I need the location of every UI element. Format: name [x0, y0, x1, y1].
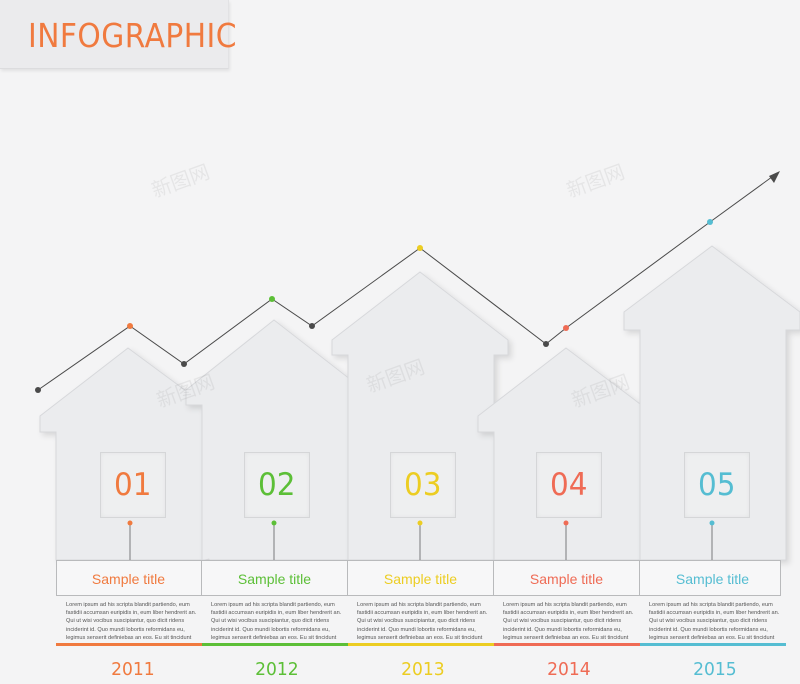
step-number: 02	[258, 467, 296, 503]
trend-arrow-shaft	[709, 173, 777, 223]
step-title: Sample title	[91, 570, 166, 587]
page-title: INFOGRAPHIC	[28, 16, 237, 55]
table-divider	[639, 560, 640, 596]
table-divider	[201, 560, 202, 596]
connector-lines	[129, 523, 713, 560]
step-title: Sample title	[675, 570, 750, 587]
step-title: Sample title	[383, 570, 458, 587]
step-year: 2015	[693, 659, 737, 680]
color-bar-2	[202, 643, 348, 646]
color-bar-5	[640, 643, 786, 646]
step-description: Lorem ipsum ad his scripta blandit parti…	[66, 602, 197, 641]
step-number-box-5: 05	[684, 452, 750, 518]
title-table	[56, 560, 781, 596]
color-bar-4	[494, 643, 640, 646]
step-number: 03	[404, 467, 442, 503]
table-divider	[347, 560, 348, 596]
step-number-box-4: 04	[536, 452, 602, 518]
table-divider	[493, 560, 494, 596]
color-bar-1	[56, 643, 202, 646]
step-description: Lorem ipsum ad his scripta blandit parti…	[649, 602, 780, 641]
step-number: 05	[698, 467, 736, 503]
step-description: Lorem ipsum ad his scripta blandit parti…	[211, 602, 342, 641]
step-description: Lorem ipsum ad his scripta blandit parti…	[357, 602, 488, 641]
color-bar-3	[348, 643, 494, 646]
step-year: 2013	[401, 659, 445, 680]
step-number: 01	[114, 467, 152, 503]
step-year: 2011	[111, 659, 155, 680]
step-title: Sample title	[529, 570, 604, 587]
step-number-box-2: 02	[244, 452, 310, 518]
step-year: 2014	[547, 659, 591, 680]
connector-dots	[127, 520, 715, 526]
step-number-box-1: 01	[100, 452, 166, 518]
trend-points	[35, 219, 713, 393]
trend-arrowhead	[769, 171, 780, 183]
step-description: Lorem ipsum ad his scripta blandit parti…	[503, 602, 634, 641]
step-year: 2012	[255, 659, 299, 680]
header-panel: INFOGRAPHIC	[0, 0, 236, 69]
house-3	[331, 271, 509, 561]
step-title: Sample title	[237, 570, 312, 587]
step-number: 04	[550, 467, 588, 503]
house-5	[623, 245, 800, 561]
step-number-box-3: 03	[390, 452, 456, 518]
